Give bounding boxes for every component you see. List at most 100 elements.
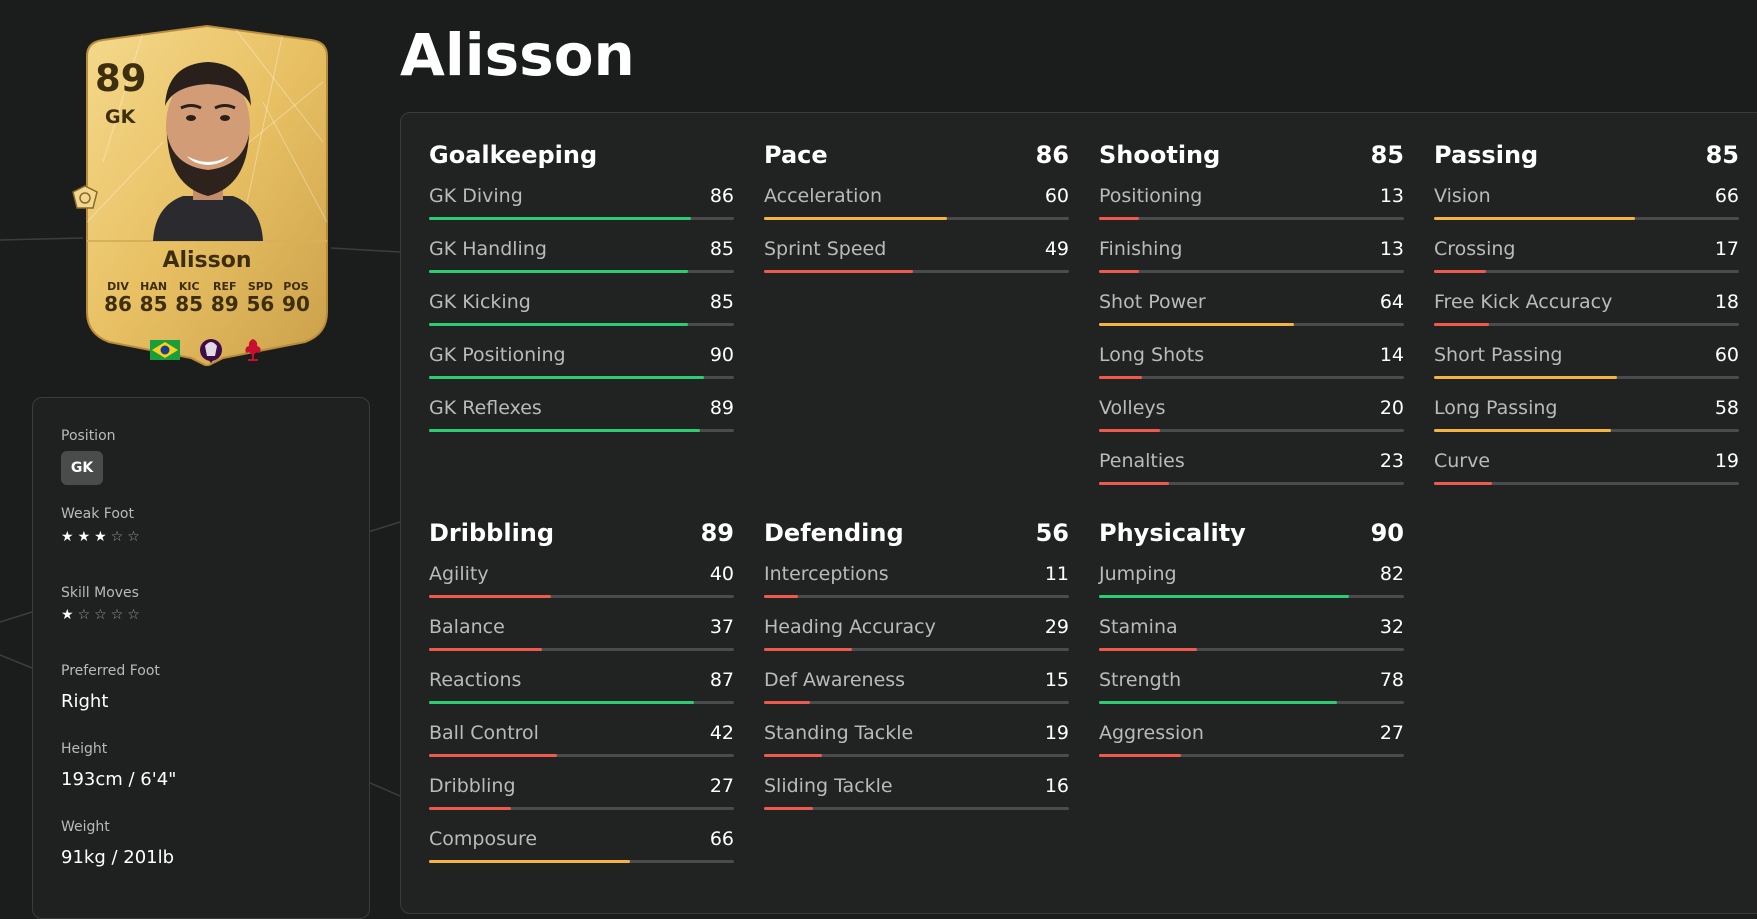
attribute-bar-fill bbox=[429, 807, 512, 810]
attribute-bar-track bbox=[1099, 376, 1404, 379]
star-empty-icon: ☆ bbox=[94, 607, 107, 623]
attribute-bar-fill bbox=[1099, 482, 1170, 485]
attribute-value: 60 bbox=[1044, 185, 1069, 207]
weak-foot-label: Weak Foot bbox=[61, 506, 134, 522]
stats-panel: Goalkeeping GK Diving 86 GK Handling 85 GK Ki… bbox=[400, 112, 1757, 914]
attribute-composure: Composure 66 bbox=[429, 828, 734, 881]
attribute-bar-fill bbox=[764, 270, 914, 273]
attribute-bar-track bbox=[429, 429, 734, 432]
attribute-value: 27 bbox=[709, 775, 734, 797]
attribute-balance: Balance 37 bbox=[429, 616, 734, 669]
attribute-value: 82 bbox=[1379, 563, 1404, 585]
attribute-aggression: Aggression 27 bbox=[1099, 722, 1404, 775]
attribute-value: 40 bbox=[709, 563, 734, 585]
attribute-bar-track bbox=[429, 376, 734, 379]
attribute-value: 87 bbox=[709, 669, 734, 691]
background-lines bbox=[0, 237, 401, 797]
attribute-bar-fill bbox=[1099, 701, 1337, 704]
star-filled-icon: ★ bbox=[77, 529, 91, 545]
attribute-value: 85 bbox=[709, 291, 734, 313]
stat-group-name: Passing bbox=[1434, 141, 1539, 169]
attribute-bar-fill bbox=[1434, 323, 1489, 326]
attribute-heading-accuracy: Heading Accuracy 29 bbox=[764, 616, 1069, 669]
attribute-bar-fill bbox=[1099, 323, 1295, 326]
height-value: 193cm / 6'4" bbox=[61, 769, 177, 790]
attribute-bar-fill bbox=[429, 429, 701, 432]
attribute-name: Reactions bbox=[429, 669, 522, 691]
attribute-positioning: Positioning 13 bbox=[1099, 185, 1404, 238]
attribute-bar-fill bbox=[1434, 482, 1492, 485]
attribute-name: Balance bbox=[429, 616, 505, 638]
attribute-bar-track bbox=[1099, 701, 1404, 704]
attribute-long-passing: Long Passing 58 bbox=[1434, 397, 1739, 450]
attribute-bar-track bbox=[1099, 482, 1404, 485]
stat-group-defending: Defending 56 Interceptions 11 Heading Accura… bbox=[764, 519, 1069, 828]
attribute-bar-track bbox=[429, 754, 734, 757]
attribute-stamina: Stamina 32 bbox=[1099, 616, 1404, 669]
attribute-bar-fill bbox=[764, 595, 798, 598]
attribute-bar-track bbox=[764, 217, 1069, 220]
card-flags bbox=[83, 336, 331, 364]
stat-group-header: Goalkeeping bbox=[429, 141, 734, 185]
position-badge: GK bbox=[61, 451, 103, 485]
attribute-dribbling: Dribbling 27 bbox=[429, 775, 734, 828]
attribute-curve: Curve 19 bbox=[1434, 450, 1739, 503]
attribute-bar-track bbox=[1099, 323, 1404, 326]
attribute-value: 49 bbox=[1044, 238, 1069, 260]
stat-group-value: 86 bbox=[1035, 141, 1069, 169]
attribute-bar-fill bbox=[1099, 376, 1142, 379]
attribute-name: Long Shots bbox=[1099, 344, 1205, 366]
card-stat-div: DIV 86 bbox=[104, 280, 132, 316]
attribute-bar-track bbox=[429, 270, 734, 273]
attribute-name: Long Passing bbox=[1434, 397, 1558, 419]
attribute-bar-track bbox=[429, 648, 734, 651]
attribute-bar-track bbox=[1434, 323, 1739, 326]
premier-league-icon bbox=[200, 339, 222, 363]
card-stat-han: HAN 85 bbox=[139, 280, 168, 316]
player-card: 89 GK Alisson DIV 86 HAN 85 KIC 85 REF bbox=[72, 22, 331, 366]
attribute-value: 11 bbox=[1044, 563, 1069, 585]
attribute-interceptions: Interceptions 11 bbox=[764, 563, 1069, 616]
attribute-jumping: Jumping 82 bbox=[1099, 563, 1404, 616]
attribute-gk-handling: GK Handling 85 bbox=[429, 238, 734, 291]
attribute-bar-fill bbox=[764, 217, 947, 220]
stat-group-value: 85 bbox=[1705, 141, 1739, 169]
attribute-bar-track bbox=[429, 217, 734, 220]
attribute-bar-track bbox=[1434, 376, 1739, 379]
attribute-bar-track bbox=[1434, 217, 1739, 220]
attribute-name: Strength bbox=[1099, 669, 1182, 691]
stat-group-name: Goalkeeping bbox=[429, 141, 598, 169]
attribute-value: 32 bbox=[1379, 616, 1404, 638]
attribute-shot-power: Shot Power 64 bbox=[1099, 291, 1404, 344]
attribute-crossing: Crossing 17 bbox=[1434, 238, 1739, 291]
attribute-bar-fill bbox=[429, 217, 692, 220]
attribute-value: 29 bbox=[1044, 616, 1069, 638]
card-stat-kic: KIC 85 bbox=[175, 280, 204, 316]
attribute-value: 15 bbox=[1044, 669, 1069, 691]
attribute-reactions: Reactions 87 bbox=[429, 669, 734, 722]
stat-group-header: Physicality 90 bbox=[1099, 519, 1404, 563]
attribute-bar-track bbox=[764, 701, 1069, 704]
attribute-value: 23 bbox=[1379, 450, 1404, 472]
attribute-bar-track bbox=[764, 270, 1069, 273]
attribute-name: Curve bbox=[1434, 450, 1491, 472]
attribute-value: 64 bbox=[1379, 291, 1404, 313]
attribute-bar-fill bbox=[429, 323, 689, 326]
attribute-gk-diving: GK Diving 86 bbox=[429, 185, 734, 238]
stat-group-shooting: Shooting 85 Positioning 13 Finishing 13 Shot P… bbox=[1099, 141, 1404, 503]
stat-group-header: Defending 56 bbox=[764, 519, 1069, 563]
attribute-name: Stamina bbox=[1099, 616, 1178, 638]
attribute-bar-track bbox=[1099, 217, 1404, 220]
attribute-bar-fill bbox=[1434, 429, 1611, 432]
attribute-name: Composure bbox=[429, 828, 538, 850]
attribute-bar-track bbox=[1099, 429, 1404, 432]
attribute-value: 19 bbox=[1044, 722, 1069, 744]
attribute-value: 42 bbox=[709, 722, 734, 744]
attribute-name: Sliding Tackle bbox=[764, 775, 893, 797]
attribute-name: Interceptions bbox=[764, 563, 889, 585]
attribute-name: Heading Accuracy bbox=[764, 616, 936, 638]
attribute-gk-positioning: GK Positioning 90 bbox=[429, 344, 734, 397]
stat-group-dribbling: Dribbling 89 Agility 40 Balance 37 Reactions 87… bbox=[429, 519, 734, 881]
card-stats: DIV 86 HAN 85 KIC 85 REF 89 SPD 56 POS 9… bbox=[101, 280, 313, 315]
attribute-agility: Agility 40 bbox=[429, 563, 734, 616]
